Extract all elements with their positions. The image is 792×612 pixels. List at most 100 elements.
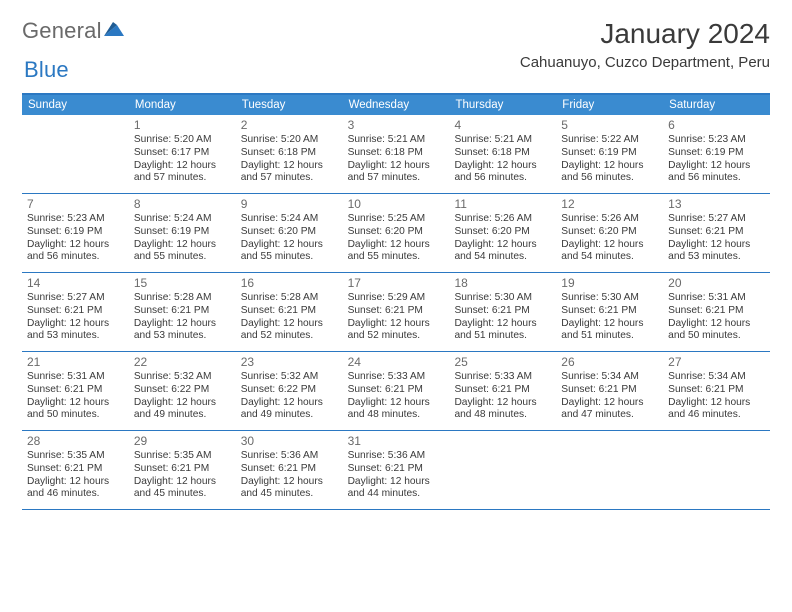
sunrise-text: Sunrise: 5:22 AM <box>561 134 658 147</box>
week-row: 28Sunrise: 5:35 AMSunset: 6:21 PMDayligh… <box>22 431 770 510</box>
month-title: January 2024 <box>520 18 770 50</box>
weeks-container: 1Sunrise: 5:20 AMSunset: 6:17 PM Daylight… <box>22 115 770 510</box>
daylight-text: Daylight: 12 hours <box>348 397 445 410</box>
sunset-text: Sunset: 6:21 PM <box>241 463 338 476</box>
daylight-text: Daylight: 12 hours <box>241 160 338 173</box>
daylight-text: and 51 minutes. <box>561 330 658 343</box>
sunset-text: Sunset: 6:18 PM <box>241 147 338 160</box>
sunrise-text: Sunrise: 5:27 AM <box>668 213 765 226</box>
location-label: Cahuanuyo, Cuzco Department, Peru <box>520 54 770 71</box>
daylight-text: and 53 minutes. <box>27 330 124 343</box>
daylight-text: and 56 minutes. <box>561 172 658 185</box>
day-header: Tuesday <box>236 95 343 115</box>
day-cell: 29Sunrise: 5:35 AMSunset: 6:21 PMDayligh… <box>129 431 236 509</box>
day-header: Friday <box>556 95 663 115</box>
day-number: 27 <box>668 355 765 370</box>
week-row: 1Sunrise: 5:20 AMSunset: 6:17 PM Daylight… <box>22 115 770 194</box>
day-number: 11 <box>454 197 551 212</box>
sunset-text: Sunset: 6:21 PM <box>241 305 338 318</box>
sunrise-text: Sunrise: 5:32 AM <box>241 371 338 384</box>
sunrise-text: Sunrise: 5:28 AM <box>241 292 338 305</box>
sunset-text: Sunset: 6:17 PM <box>134 147 231 160</box>
daylight-text: Daylight: 12 hours <box>134 476 231 489</box>
day-number: 30 <box>241 434 338 449</box>
logo: General <box>22 18 124 44</box>
sunrise-text: Sunrise: 5:24 AM <box>241 213 338 226</box>
daylight-text: Daylight: 12 hours <box>561 160 658 173</box>
daylight-text: and 45 minutes. <box>134 488 231 501</box>
daylight-text: and 57 minutes. <box>348 172 445 185</box>
sunset-text: Sunset: 6:20 PM <box>348 226 445 239</box>
sunset-text: Sunset: 6:20 PM <box>241 226 338 239</box>
sunset-text: Sunset: 6:21 PM <box>348 384 445 397</box>
daylight-text: Daylight: 12 hours <box>134 239 231 252</box>
daylight-text: and 57 minutes. <box>241 172 338 185</box>
day-number: 1 <box>134 118 231 133</box>
empty-cell <box>449 431 556 509</box>
day-cell: 26Sunrise: 5:34 AMSunset: 6:21 PMDayligh… <box>556 352 663 430</box>
title-block: January 2024 Cahuanuyo, Cuzco Department… <box>520 18 770 71</box>
sunset-text: Sunset: 6:21 PM <box>348 463 445 476</box>
day-header: Monday <box>129 95 236 115</box>
sunset-text: Sunset: 6:21 PM <box>668 305 765 318</box>
logo-text-2: Blue <box>24 57 69 83</box>
daylight-text: Daylight: 12 hours <box>561 239 658 252</box>
sunset-text: Sunset: 6:19 PM <box>668 147 765 160</box>
day-number: 9 <box>241 197 338 212</box>
empty-cell <box>22 115 129 193</box>
sunset-text: Sunset: 6:20 PM <box>454 226 551 239</box>
day-cell: 20Sunrise: 5:31 AMSunset: 6:21 PMDayligh… <box>663 273 770 351</box>
sunrise-text: Sunrise: 5:31 AM <box>27 371 124 384</box>
daylight-text: Daylight: 12 hours <box>241 397 338 410</box>
sunset-text: Sunset: 6:21 PM <box>561 384 658 397</box>
daylight-text: and 53 minutes. <box>134 330 231 343</box>
sunrise-text: Sunrise: 5:34 AM <box>668 371 765 384</box>
sunrise-text: Sunrise: 5:36 AM <box>348 450 445 463</box>
daylight-text: and 55 minutes. <box>134 251 231 264</box>
day-number: 10 <box>348 197 445 212</box>
calendar-page: General January 2024 Cahuanuyo, Cuzco De… <box>0 0 792 510</box>
sunrise-text: Sunrise: 5:21 AM <box>348 134 445 147</box>
sunset-text: Sunset: 6:21 PM <box>27 463 124 476</box>
sunset-text: Sunset: 6:21 PM <box>454 305 551 318</box>
day-number: 21 <box>27 355 124 370</box>
daylight-text: Daylight: 12 hours <box>454 239 551 252</box>
week-row: 21Sunrise: 5:31 AMSunset: 6:21 PMDayligh… <box>22 352 770 431</box>
daylight-text: Daylight: 12 hours <box>668 160 765 173</box>
daylight-text: Daylight: 12 hours <box>454 397 551 410</box>
daylight-text: Daylight: 12 hours <box>454 160 551 173</box>
day-cell: 5Sunrise: 5:22 AMSunset: 6:19 PMDaylight… <box>556 115 663 193</box>
empty-cell <box>556 431 663 509</box>
day-number: 3 <box>348 118 445 133</box>
day-cell: 17Sunrise: 5:29 AMSunset: 6:21 PMDayligh… <box>343 273 450 351</box>
sunrise-text: Sunrise: 5:20 AM <box>134 134 231 147</box>
day-number: 2 <box>241 118 338 133</box>
daylight-text: Daylight: 12 hours <box>561 397 658 410</box>
daylight-text: and 50 minutes. <box>668 330 765 343</box>
sunset-text: Sunset: 6:21 PM <box>134 463 231 476</box>
daylight-text: Daylight: 12 hours <box>241 239 338 252</box>
day-number: 8 <box>134 197 231 212</box>
daylight-text: and 50 minutes. <box>27 409 124 422</box>
day-header-row: Sunday Monday Tuesday Wednesday Thursday… <box>22 95 770 115</box>
sunrise-text: Sunrise: 5:24 AM <box>134 213 231 226</box>
sunrise-text: Sunrise: 5:36 AM <box>241 450 338 463</box>
sunrise-text: Sunrise: 5:28 AM <box>134 292 231 305</box>
daylight-text: and 47 minutes. <box>561 409 658 422</box>
day-cell: 25Sunrise: 5:33 AMSunset: 6:21 PMDayligh… <box>449 352 556 430</box>
day-number: 23 <box>241 355 338 370</box>
day-cell: 15Sunrise: 5:28 AMSunset: 6:21 PMDayligh… <box>129 273 236 351</box>
sunset-text: Sunset: 6:19 PM <box>27 226 124 239</box>
sunrise-text: Sunrise: 5:33 AM <box>348 371 445 384</box>
day-number: 20 <box>668 276 765 291</box>
sunrise-text: Sunrise: 5:25 AM <box>348 213 445 226</box>
day-cell: 7Sunrise: 5:23 AMSunset: 6:19 PMDaylight… <box>22 194 129 272</box>
daylight-text: and 52 minutes. <box>348 330 445 343</box>
daylight-text: and 53 minutes. <box>668 251 765 264</box>
day-cell: 8Sunrise: 5:24 AMSunset: 6:19 PMDaylight… <box>129 194 236 272</box>
daylight-text: Daylight: 12 hours <box>27 239 124 252</box>
day-cell: 31Sunrise: 5:36 AMSunset: 6:21 PMDayligh… <box>343 431 450 509</box>
daylight-text: Daylight: 12 hours <box>668 239 765 252</box>
logo-triangle-icon <box>104 16 124 42</box>
daylight-text: and 51 minutes. <box>454 330 551 343</box>
